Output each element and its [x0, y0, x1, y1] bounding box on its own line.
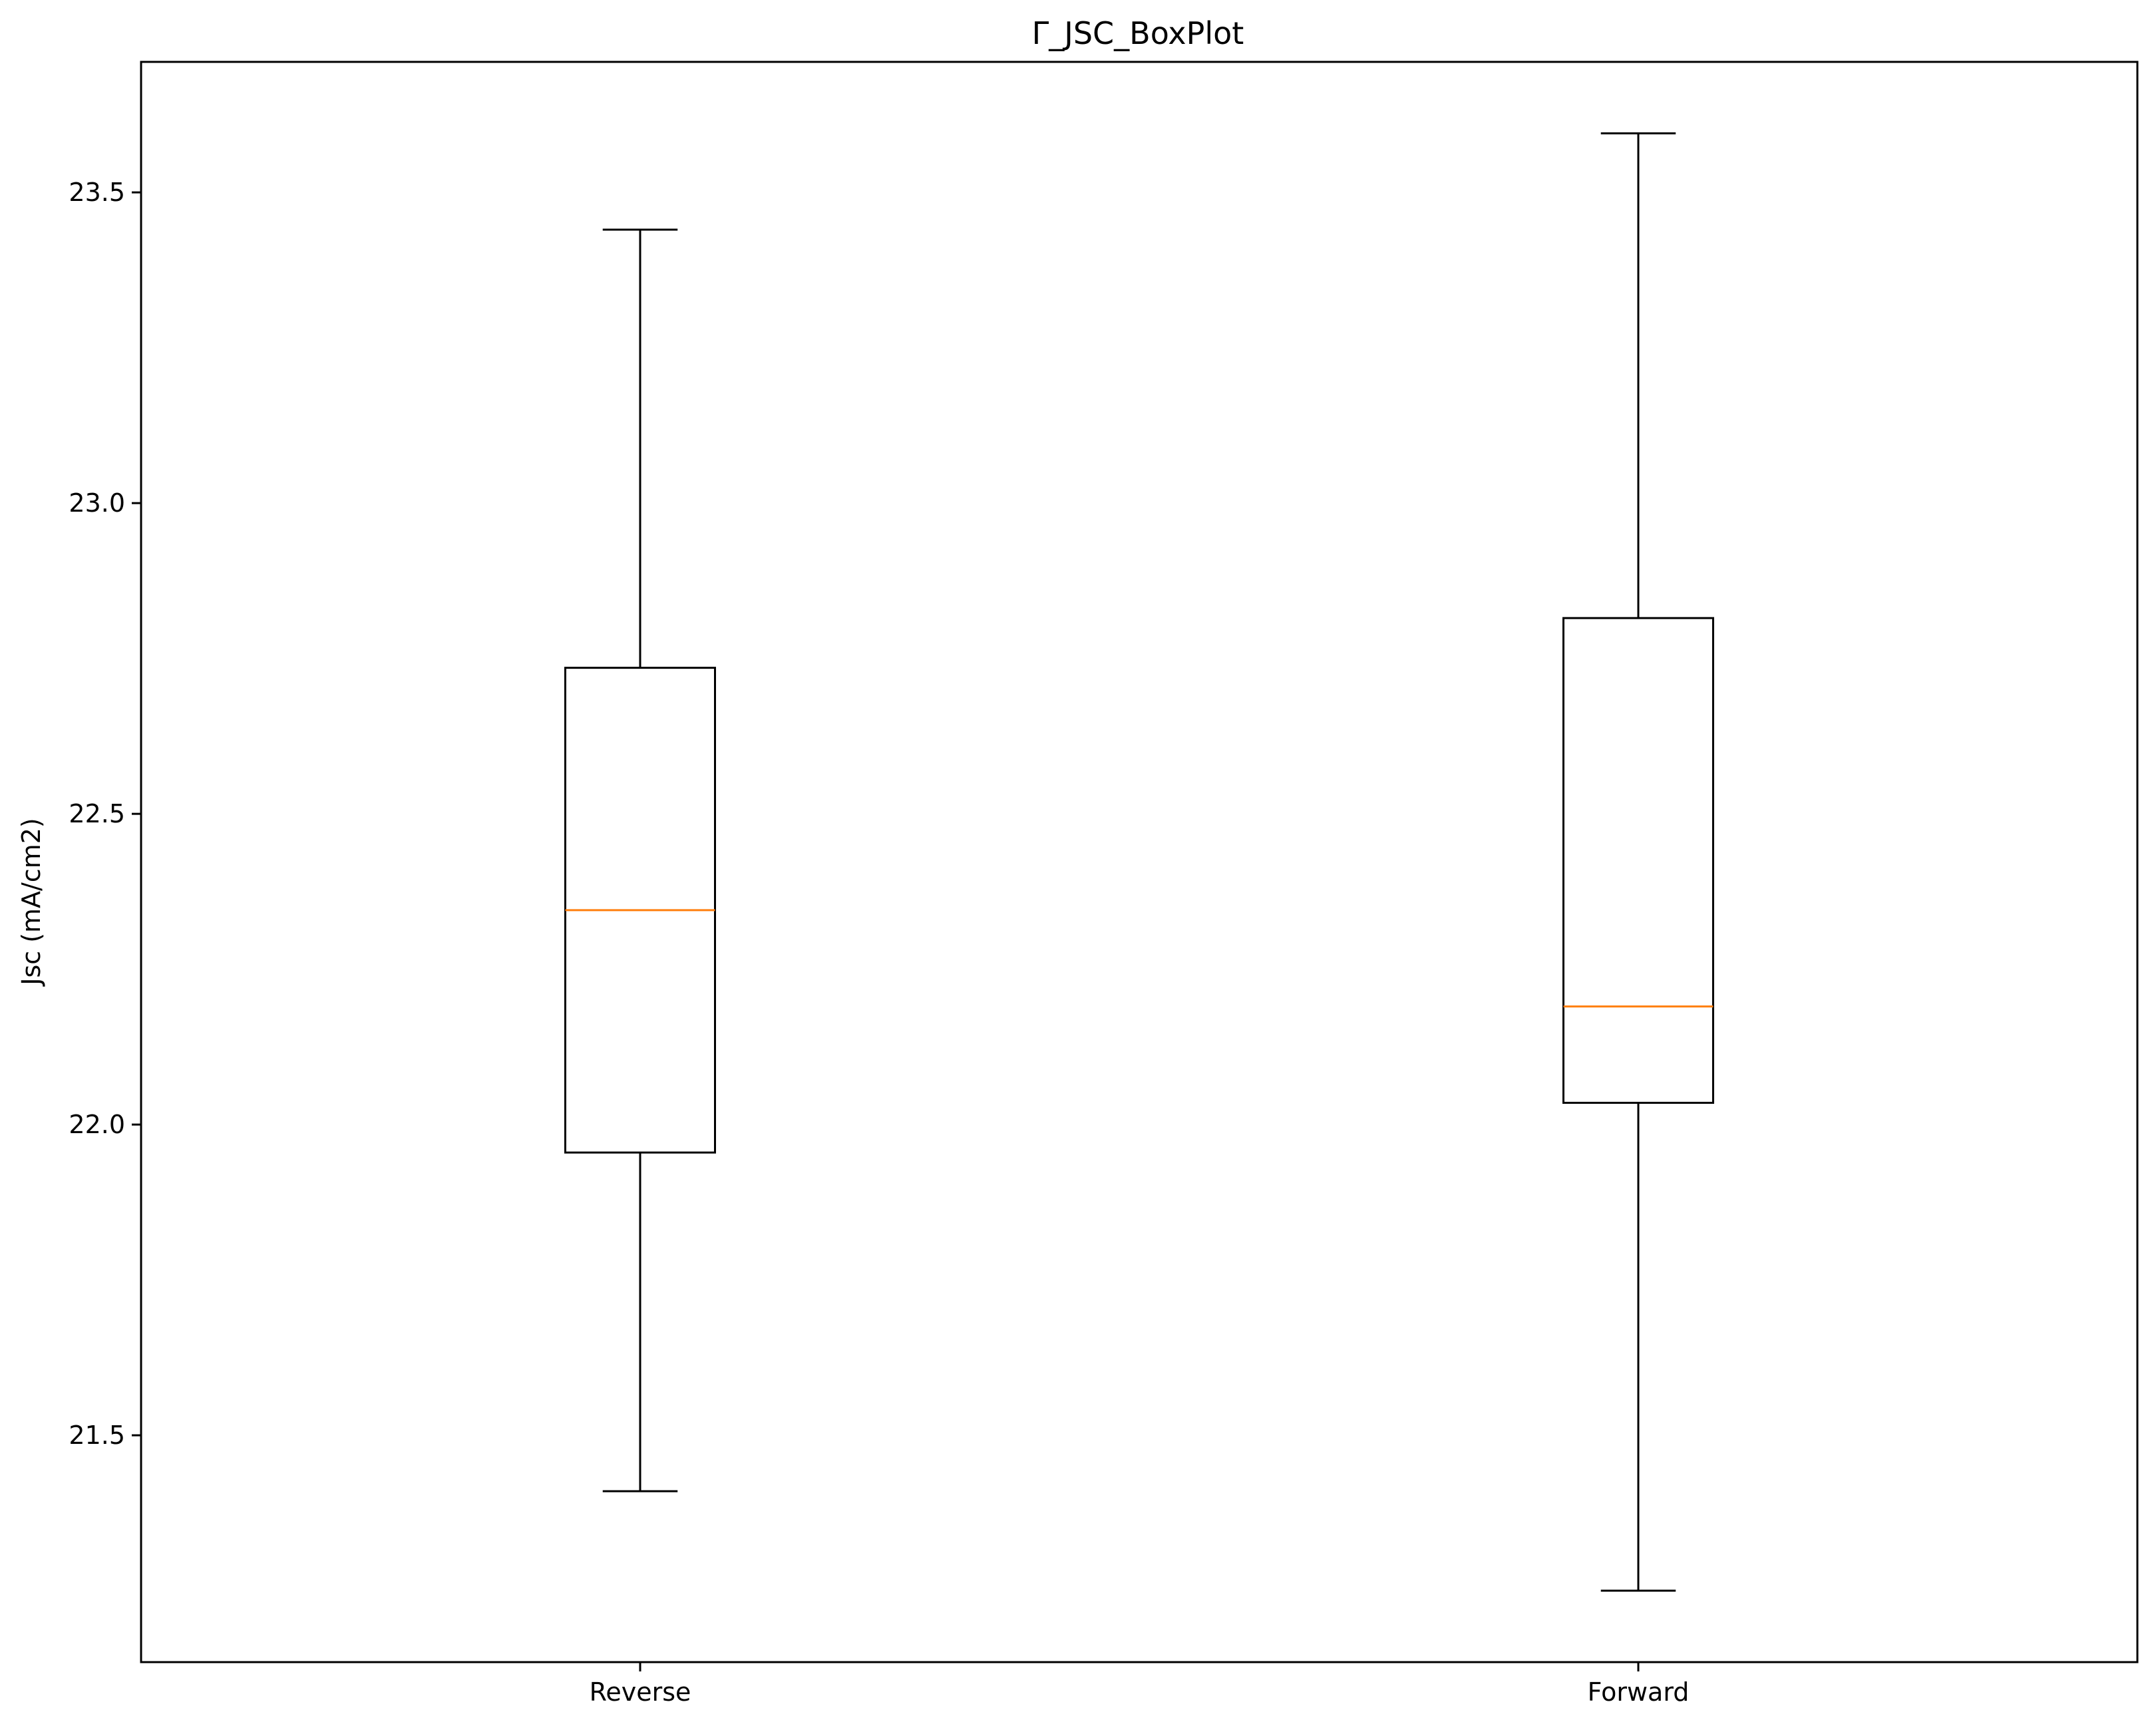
chart-title: Γ_JSC_BoxPlot: [1032, 15, 1244, 51]
y-tick-label: 22.0: [69, 1110, 125, 1139]
y-tick-label: 22.5: [69, 799, 125, 828]
box: [1562, 617, 1714, 1104]
y-axis-ticks: 21.5 22.0 22.5 23.0 23.5: [69, 178, 141, 1450]
plot-marks: [564, 132, 1714, 1592]
y-tick-label: 23.5: [69, 178, 125, 207]
plot-frame: [140, 61, 2139, 1663]
y-tick-label: 21.5: [69, 1421, 125, 1450]
boxplot-forward: [1562, 132, 1714, 1592]
y-tick-label: 23.0: [69, 488, 125, 518]
y-axis-label: Jsc (mA/cm2): [17, 818, 46, 987]
boxplot-reverse: [564, 228, 716, 1492]
x-axis-ticks: Reverse Forward: [590, 1662, 1690, 1707]
x-tick-label: Reverse: [590, 1677, 691, 1707]
x-tick-label: Forward: [1588, 1677, 1690, 1707]
